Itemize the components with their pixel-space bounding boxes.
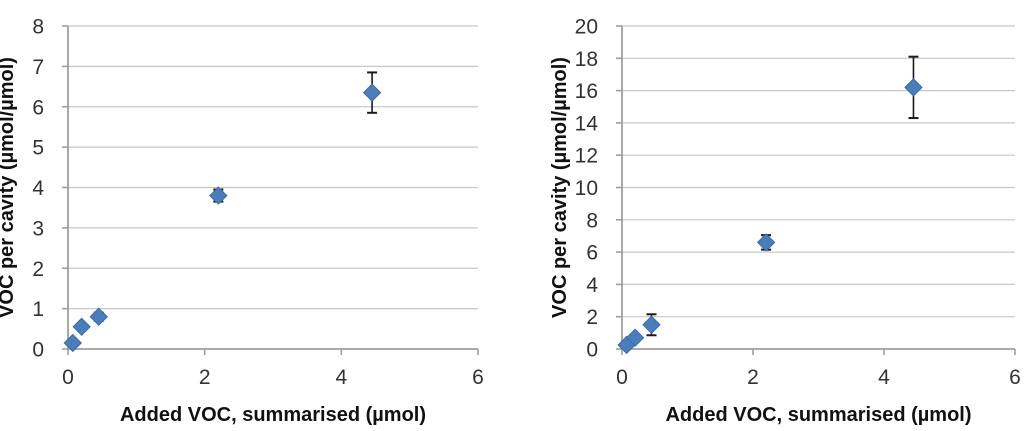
y-tick-label: 5 bbox=[32, 137, 44, 160]
x-tick-label: 0 bbox=[62, 366, 74, 389]
y-tick-label: 8 bbox=[586, 209, 598, 232]
y-tick-label: 7 bbox=[32, 56, 44, 79]
y-tick-label: 10 bbox=[575, 177, 598, 200]
data-point-diamond bbox=[72, 317, 91, 337]
x-tick-label: 2 bbox=[747, 366, 759, 389]
y-axis-title: VOC per cavity (µmol/µmol) bbox=[0, 57, 18, 318]
x-tick-label: 2 bbox=[199, 366, 211, 389]
x-axis-title: Added VOC, summarised (µmol) bbox=[120, 404, 426, 426]
data-point-diamond bbox=[904, 78, 923, 97]
y-tick-label: 0 bbox=[586, 339, 598, 362]
x-tick-label: 6 bbox=[1009, 366, 1021, 389]
y-tick-label: 2 bbox=[32, 258, 44, 281]
y-tick-label: 8 bbox=[32, 16, 44, 39]
y-tick-label: 4 bbox=[586, 274, 598, 297]
y-tick-label: 2 bbox=[586, 306, 598, 329]
y-tick-label: 6 bbox=[586, 242, 598, 265]
y-tick-label: 3 bbox=[32, 217, 44, 240]
data-point-diamond bbox=[642, 315, 661, 334]
right-chart: 0 2 4 6 8 10 12 14 16 18 20 0 2 4 6 Added VOC, summaris… bbox=[549, 16, 1021, 427]
x-tick-label: 6 bbox=[472, 366, 484, 389]
x-tick-label: 4 bbox=[335, 366, 347, 389]
y-tick-label: 4 bbox=[32, 177, 44, 200]
data-point-diamond bbox=[209, 186, 228, 205]
y-axis-title: VOC per cavity (µmol/µmol) bbox=[549, 57, 571, 318]
data-point-diamond bbox=[89, 307, 108, 326]
y-tick-label: 6 bbox=[32, 96, 44, 119]
y-tick-label: 20 bbox=[575, 16, 598, 39]
x-tick-label: 4 bbox=[878, 366, 890, 389]
y-tick-label: 16 bbox=[575, 80, 598, 103]
x-axis-title: Added VOC, summarised (µmol) bbox=[665, 404, 971, 426]
y-tick-label: 18 bbox=[575, 48, 598, 71]
y-tick-label: 12 bbox=[575, 145, 598, 168]
y-tick-label: 1 bbox=[32, 298, 44, 321]
data-point-diamond bbox=[362, 83, 382, 102]
left-chart: 0 1 2 3 4 5 6 7 8 0 2 4 6 Added VOC, summarised (µmol… bbox=[0, 16, 484, 427]
data-point-diamond bbox=[63, 333, 82, 353]
y-tick-label: 0 bbox=[32, 339, 44, 362]
y-tick-label: 14 bbox=[575, 112, 599, 135]
x-tick-label: 0 bbox=[616, 366, 628, 389]
data-point-diamond bbox=[625, 328, 645, 347]
data-point-diamond bbox=[756, 233, 776, 252]
